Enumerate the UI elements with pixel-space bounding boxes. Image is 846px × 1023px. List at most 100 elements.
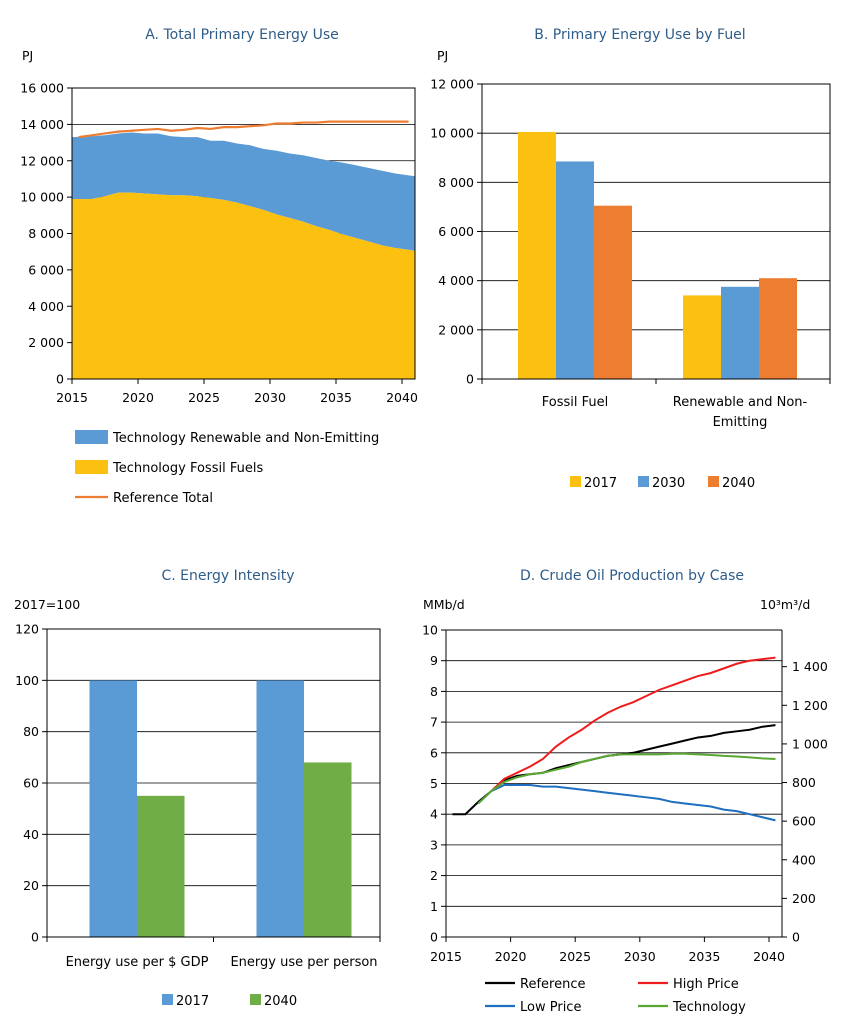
chart-a-ytick-label: 6 000 <box>28 262 64 277</box>
chart-a-ytick-label: 12 000 <box>20 153 64 168</box>
chart-c-legend-swatch-2017 <box>162 994 173 1005</box>
chart-a-xtick-label: 2025 <box>188 390 220 405</box>
chart-a-ytick-label: 4 000 <box>28 299 64 314</box>
chart-d-title: D. Crude Oil Production by Case <box>520 568 744 584</box>
chart-d-y2tick-label: 800 <box>792 775 816 790</box>
chart-b-bar-2030-fossil-fuel <box>556 161 594 379</box>
chart-d-y2tick-label: 200 <box>792 891 816 906</box>
chart-a-xtick-label: 2035 <box>320 390 352 405</box>
line-reference <box>452 724 776 816</box>
chart-c-ytick-label: 60 <box>23 776 39 791</box>
chart-d-y2tick-label: 1 000 <box>792 736 828 751</box>
chart-d-ytick-label: 2 <box>430 868 438 883</box>
chart-c-bar-2040-energy-use-per-person <box>304 762 352 937</box>
area-technology-renewable <box>72 132 415 251</box>
legend-label-high-price: High Price <box>673 977 739 992</box>
chart-d-ytick-label: 8 <box>430 684 438 699</box>
chart-c-title: C. Energy Intensity <box>161 568 294 584</box>
chart-a-ytick-label: 2 000 <box>28 335 64 350</box>
chart-d-y2tick-label: 1 200 <box>792 698 828 713</box>
chart-c-ytick-label: 80 <box>23 724 39 739</box>
chart-b: 0 2 000 4 000 6 000 8 000 10 000 12 000 Fossil … <box>430 77 831 491</box>
chart-a-plot-border <box>71 87 416 380</box>
chart-a-ytick-label: 0 <box>56 372 64 387</box>
chart-b-ytick-label: 6 000 <box>438 224 474 239</box>
legend-label-technology: Technology <box>672 1000 746 1015</box>
chart-d-y2tick-label: 600 <box>792 814 816 829</box>
chart-a-ytick-label: 8 000 <box>28 226 64 241</box>
chart-b-legend-swatch-2040 <box>708 476 719 487</box>
chart-a: 0 2 000 4 000 6 000 8 000 10 000 12 000 14 000 1… <box>20 81 418 507</box>
area-technology-fossil-fuels <box>72 192 415 379</box>
line-reference-total <box>78 120 409 139</box>
chart-d-ytick-label: 0 <box>430 930 438 945</box>
chart-b-legend-label-2030: 2030 <box>652 476 685 491</box>
chart-a-ytick-label: 10 000 <box>20 190 64 205</box>
chart-b-category-label: Fossil Fuel <box>542 395 609 410</box>
line-high-price <box>490 656 776 792</box>
chart-b-ytick-label: 0 <box>466 372 474 387</box>
chart-d-y2tick-label: 1 400 <box>792 659 828 674</box>
chart-c-ytick-label: 100 <box>15 673 39 688</box>
chart-c: 0 20 40 60 80 100 120 Energy use per $ GDP Energ… <box>15 622 381 1009</box>
legend-swatch-technology-renewable-and-non-emitting <box>75 430 108 444</box>
chart-d-xtick-label: 2030 <box>624 949 656 964</box>
chart-d-ytick-label: 9 <box>430 653 438 668</box>
chart-d-ytick-label: 6 <box>430 745 438 760</box>
line-technology <box>477 752 776 805</box>
chart-a-xtick-label: 2030 <box>254 390 286 405</box>
legend-swatch-technology-fossil-fuels <box>75 460 108 474</box>
chart-a-ytick-label: 16 000 <box>20 81 64 96</box>
chart-d-ytick-label: 7 <box>430 715 438 730</box>
legend-label-technology-renewable-and-non-emitting: Technology Renewable and Non-Emitting <box>112 431 379 446</box>
chart-d-xtick-label: 2040 <box>753 949 785 964</box>
chart-a-title: A. Total Primary Energy Use <box>145 27 339 43</box>
chart-b-legend-label-2017: 2017 <box>584 476 617 491</box>
chart-c-bar-2017-energy-use-per-gdp <box>89 680 137 937</box>
chart-a-xtick-label: 2020 <box>122 390 154 405</box>
chart-d-y2tick-label: 400 <box>792 852 816 867</box>
chart-b-bar-2017-fossil-fuel <box>518 131 556 379</box>
chart-d-ytick-label: 4 <box>430 807 438 822</box>
chart-b-ytick-label: 12 000 <box>430 77 474 92</box>
chart-b-legend-swatch-2017 <box>570 476 581 487</box>
chart-d-xtick-label: 2020 <box>495 949 527 964</box>
chart-d-ytick-label: 1 <box>430 899 438 914</box>
chart-b-bar-2017-renewable-and-non-emitting <box>683 295 721 379</box>
chart-d-y2tick-label: 0 <box>792 930 800 945</box>
chart-b-ytick-label: 10 000 <box>430 126 474 141</box>
chart-b-category-label: Renewable and Non-Emitting <box>673 395 808 430</box>
chart-c-category-label: Energy use per person <box>230 955 377 970</box>
chart-a-xtick-label: 2015 <box>56 390 88 405</box>
chart-d-xtick-label: 2015 <box>430 949 462 964</box>
legend-label-reference: Reference <box>520 977 585 992</box>
chart-d-xtick-label: 2035 <box>688 949 720 964</box>
chart-b-ytick-label: 4 000 <box>438 273 474 288</box>
chart-b-legend-swatch-2030 <box>638 476 649 487</box>
chart-c-ytick-label: 20 <box>23 878 39 893</box>
chart-a-xtick-label: 2040 <box>386 390 418 405</box>
chart-d-ytick-label: 5 <box>430 776 438 791</box>
legend-label-reference-total: Reference Total <box>113 491 213 506</box>
chart-b-ytick-label: 2 000 <box>438 322 474 337</box>
chart-d-unit-left: MMb/d <box>423 597 465 612</box>
chart-c-legend-label-2017: 2017 <box>176 994 209 1009</box>
chart-b-bar-2040-renewable-and-non-emitting <box>759 278 797 379</box>
chart-a-unit: PJ <box>22 48 33 63</box>
chart-d-ytick-label: 3 <box>430 837 438 852</box>
legend-label-technology-fossil-fuels: Technology Fossil Fuels <box>112 461 263 476</box>
chart-a-ytick-label: 14 000 <box>20 117 64 132</box>
chart-d-ytick-label: 10 <box>422 623 438 638</box>
chart-d-unit-right: 10³m³/d <box>760 597 810 612</box>
chart-b-title: B. Primary Energy Use by Fuel <box>534 27 745 43</box>
chart-c-ytick-label: 40 <box>23 827 39 842</box>
chart-c-bar-2017-energy-use-per-person <box>256 680 304 937</box>
chart-d-xtick-label: 2025 <box>559 949 591 964</box>
chart-c-category-label: Energy use per $ GDP <box>66 955 209 970</box>
chart-b-unit: PJ <box>437 48 448 63</box>
chart-c-ytick-label: 0 <box>31 930 39 945</box>
chart-d: 0 1 2 3 4 5 6 7 8 9 10 0 200 400 600 800 1 000 1 200 1 400… <box>422 623 828 1016</box>
chart-b-ytick-label: 8 000 <box>438 175 474 190</box>
chart-c-ytick-label: 120 <box>15 622 39 637</box>
